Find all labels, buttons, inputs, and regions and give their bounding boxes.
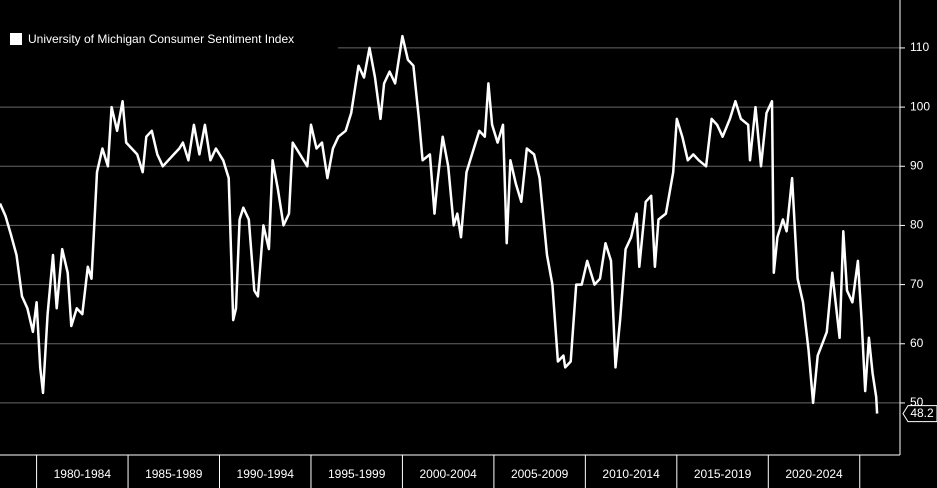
y-tick-label: 90 [910,158,924,172]
legend-box [0,28,338,52]
legend-swatch [10,33,22,45]
y-tick-label: 110 [910,40,929,54]
x-tick-label: 1990-1994 [237,467,295,481]
x-tick-label: 2015-2019 [694,467,752,481]
y-tick-label: 60 [910,336,924,350]
x-tick-label: 1985-1989 [145,467,203,481]
y-tick-label: 80 [910,218,924,232]
last-value-box [902,405,937,423]
x-tick-label: 2005-2009 [511,467,569,481]
x-tick-label: 1995-1999 [328,467,386,481]
last-value-label: 48.2 [910,406,934,420]
x-tick-label: 1980-1984 [54,467,112,481]
legend-label: University of Michigan Consumer Sentimen… [28,32,294,46]
x-tick-label: 2000-2004 [419,467,477,481]
y-tick-label: 100 [910,99,930,113]
x-tick-label: 2010-2014 [602,467,660,481]
y-tick-label: 70 [910,277,924,291]
x-tick-label: 2020-2024 [785,467,843,481]
series-line [0,34,879,414]
